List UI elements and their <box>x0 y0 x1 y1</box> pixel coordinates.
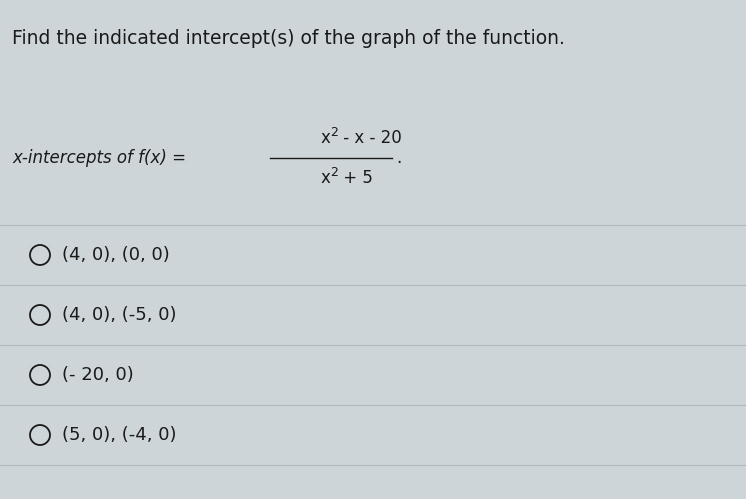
Text: x-intercepts of f(x) =: x-intercepts of f(x) = <box>12 149 191 167</box>
Text: (4, 0), (-5, 0): (4, 0), (-5, 0) <box>62 306 177 324</box>
Text: - x - 20: - x - 20 <box>338 129 402 147</box>
Text: (- 20, 0): (- 20, 0) <box>62 366 134 384</box>
Text: (4, 0), (0, 0): (4, 0), (0, 0) <box>62 246 170 264</box>
Text: 2: 2 <box>330 166 338 179</box>
Text: 2: 2 <box>330 126 338 139</box>
Text: x: x <box>320 129 330 147</box>
Text: Find the indicated intercept(s) of the graph of the function.: Find the indicated intercept(s) of the g… <box>12 28 565 47</box>
Text: + 5: + 5 <box>338 169 373 187</box>
Text: .: . <box>396 149 401 167</box>
Text: (5, 0), (-4, 0): (5, 0), (-4, 0) <box>62 426 177 444</box>
Text: x: x <box>320 169 330 187</box>
